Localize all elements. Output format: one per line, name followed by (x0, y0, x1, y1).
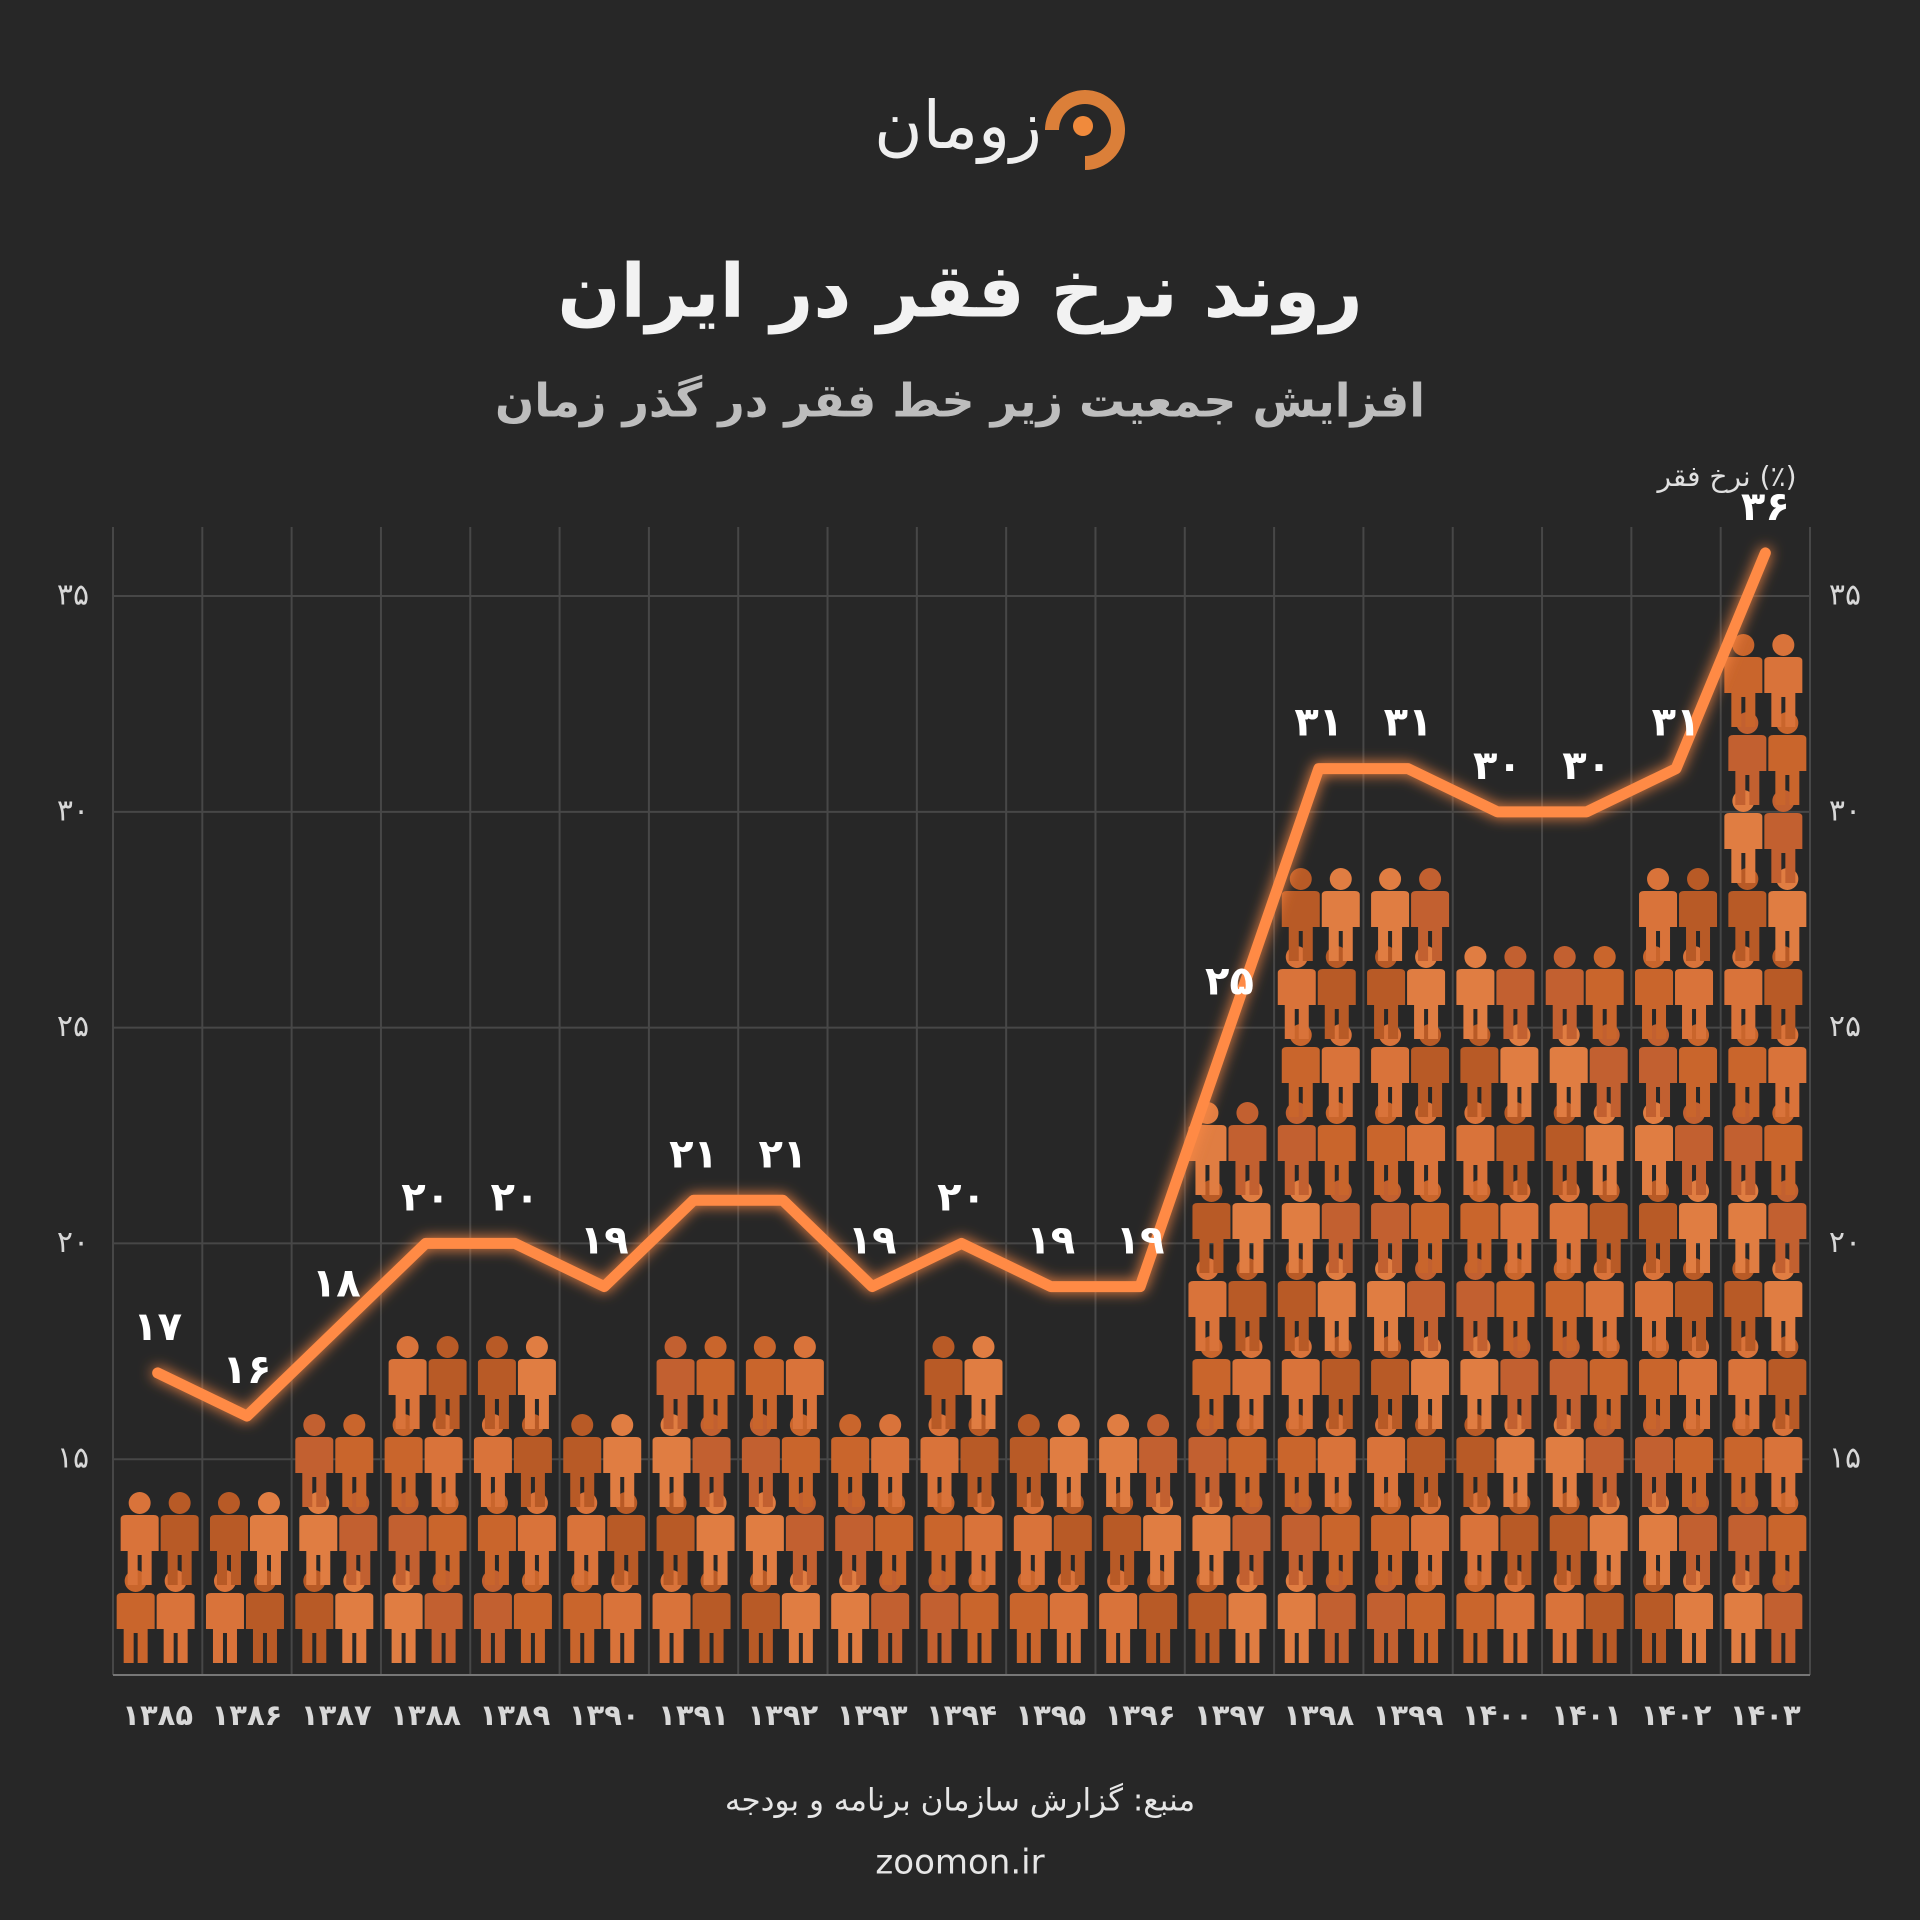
crowd-column (1099, 1414, 1182, 1663)
value-label: ۳۱ (1294, 700, 1343, 746)
x-tick-label: ۱۳۹۹ (1373, 1698, 1444, 1732)
x-tick-label: ۱۳۹۸ (1283, 1698, 1354, 1732)
value-label: ۱۹ (848, 1218, 897, 1264)
x-tick-label: ۱۳۹۴ (926, 1698, 997, 1732)
chart-subtitle: افزایش جمعیت زیر خط فقر در گذر زمان (495, 374, 1425, 428)
y-axis-title: نرخ فقر (٪) (1655, 460, 1796, 493)
x-tick-label: ۱۳۹۱ (658, 1698, 729, 1732)
value-label: ۱۹ (1116, 1218, 1165, 1264)
x-tick-label: ۱۴۰۱ (1551, 1698, 1622, 1732)
x-tick-label: ۱۴۰۳ (1730, 1698, 1801, 1732)
source: منبع: گزارش سازمان برنامه و بودجه (725, 1783, 1195, 1819)
value-label: ۳۶ (1741, 484, 1790, 530)
x-tick-label: ۱۳۹۶ (1105, 1698, 1176, 1732)
x-tick-label: ۱۳۹۵ (1015, 1698, 1086, 1732)
y-tick-label-right: ۳۰ (1829, 793, 1861, 828)
value-label: ۱۶ (223, 1347, 272, 1393)
crowd-column (831, 1414, 914, 1663)
value-label: ۱۹ (1026, 1218, 1075, 1264)
crowd-column (563, 1414, 646, 1663)
value-label: ۳۰ (1562, 743, 1611, 789)
value-label: ۲۱ (669, 1131, 718, 1177)
value-label: ۱۷ (133, 1304, 182, 1350)
value-label: ۲۱ (758, 1131, 807, 1177)
value-label: ۳۱ (1384, 700, 1433, 746)
chart-title: روند نرخ فقر در ایران (557, 249, 1362, 336)
y-tick-label: ۲۰ (57, 1225, 89, 1260)
y-tick-label: ۲۵ (57, 1009, 89, 1044)
x-tick-label: ۱۳۹۰ (569, 1698, 640, 1732)
website: zoomon.ir (875, 1843, 1044, 1883)
value-label: ۳۰ (1473, 743, 1522, 789)
value-label: ۱۹ (580, 1218, 629, 1264)
y-tick-label-right: ۲۰ (1829, 1225, 1861, 1260)
value-label: ۲۵ (1205, 959, 1254, 1005)
x-tick-label: ۱۳۹۲ (747, 1698, 818, 1732)
y-tick-label-right: ۳۵ (1829, 578, 1861, 613)
y-tick-label: ۱۵ (57, 1441, 89, 1476)
y-tick-label-right: ۲۵ (1829, 1009, 1861, 1044)
x-tick-label: ۱۳۹۷ (1194, 1698, 1265, 1732)
y-tick-label: ۳۰ (57, 793, 89, 828)
y-tick-label-right: ۱۵ (1829, 1441, 1861, 1476)
value-label: ۲۰ (401, 1174, 450, 1220)
value-label: ۲۰ (937, 1174, 986, 1220)
x-tick-label: ۱۴۰۲ (1641, 1698, 1712, 1732)
x-tick-label: ۱۳۹۳ (837, 1698, 908, 1732)
y-tick-label: ۳۵ (57, 578, 89, 613)
value-label: ۲۰ (491, 1174, 540, 1220)
value-label: ۳۱ (1652, 700, 1701, 746)
value-label: ۱۸ (312, 1261, 361, 1307)
x-tick-label: ۱۳۸۵ (122, 1698, 193, 1732)
brand: زومان (874, 87, 1042, 164)
crowd-column (1009, 1414, 1092, 1663)
crowd-column (295, 1414, 378, 1663)
x-tick-label: ۱۳۸۸ (390, 1698, 461, 1732)
x-tick-label: ۱۳۸۷ (301, 1698, 372, 1732)
x-tick-label: ۱۳۸۹ (480, 1698, 551, 1732)
logo-mark (1045, 90, 1125, 170)
line-series (152, 547, 1771, 1422)
x-tick-label: ۱۴۰۰ (1462, 1698, 1533, 1732)
x-tick-label: ۱۳۸۶ (212, 1698, 283, 1732)
